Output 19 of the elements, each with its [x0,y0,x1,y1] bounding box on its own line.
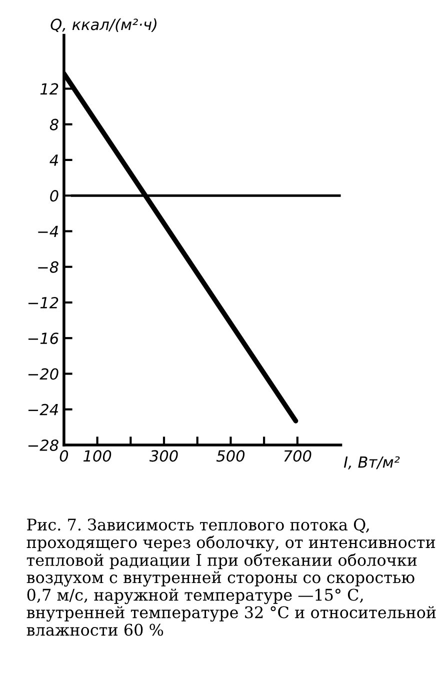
y-tick-label: −16 [28,332,58,344]
x-axis-title: I, Вт/м² [344,456,400,470]
x-tick-label: 100 [83,450,112,462]
x-tick-label: 300 [149,450,178,462]
x-tick-label: 0 [60,450,68,462]
y-tick-label: 12 [40,83,58,94]
y-tick-label: −12 [28,296,58,308]
y-tick-label: 8 [50,118,58,130]
y-axis-title: Q, ккал/(м²·ч) [50,18,156,32]
x-tick-label: 700 [284,450,312,462]
y-tick-label: 4 [50,154,58,166]
y-tick-label: 0 [50,190,58,202]
text: Рис. 7. Зависимость теплового потока Q, проходящего через оболочку, от интенсивности тепловой радиации I при обтекании оболочки воздухом с внутренней стороны со скоростью 0,7 м/с, наружной температуре —15° С, внутренней температуре 32 °С и относительной влажности 60 % [26,518,436,636]
x-tick-label: 500 [216,450,245,462]
y-tick-label: −20 [28,368,58,380]
y-tick-label: −8 [38,261,58,273]
y-tick-label: −28 [28,439,58,452]
y-tick-label: −4 [38,226,58,238]
y-tick-label: −24 [28,404,58,416]
